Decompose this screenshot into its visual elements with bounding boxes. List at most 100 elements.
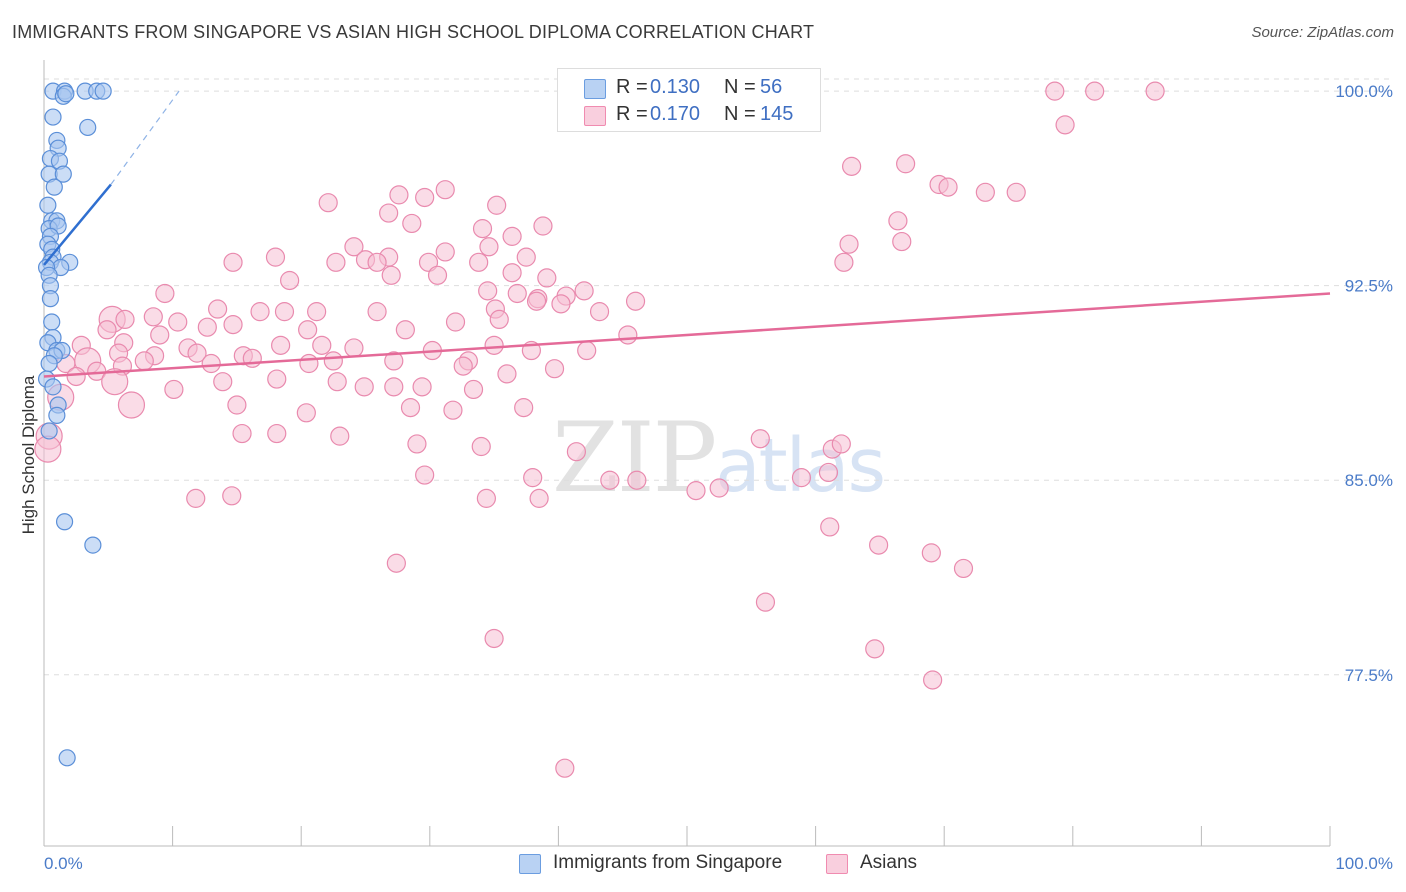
asians-point <box>953 558 974 579</box>
asians-point <box>143 307 163 327</box>
bottom-legend-singapore: Immigrants from Singapore <box>519 851 819 877</box>
legend-row-singapore: R = 0.130 N = 56 <box>558 75 820 101</box>
asians-point <box>755 592 776 612</box>
asians-point <box>555 758 575 778</box>
asians-point <box>164 379 184 400</box>
singapore-point <box>58 749 76 767</box>
axis-layer <box>43 60 1331 847</box>
asians-point <box>379 203 399 223</box>
asians-point <box>842 156 862 176</box>
singapore-point <box>40 422 58 440</box>
singapore-point <box>40 354 58 373</box>
asians-point <box>938 177 958 197</box>
asians-point <box>484 628 504 649</box>
asians-point <box>589 302 610 322</box>
legend-swatch-pink <box>584 106 606 126</box>
asians-point <box>831 434 851 454</box>
asians-point <box>298 320 318 340</box>
stats-legend: R = 0.130 N = 56 R = 0.170 N = 145 <box>557 68 821 132</box>
asians-point <box>975 182 995 202</box>
singapore-point <box>94 82 112 100</box>
asians-point <box>381 265 401 285</box>
asians-point <box>427 265 448 285</box>
asians-point <box>115 309 135 330</box>
asians-point <box>523 468 543 488</box>
asians-point <box>415 187 435 208</box>
asians-point <box>489 309 509 330</box>
asians-point <box>479 237 499 257</box>
asians-point <box>1006 182 1026 202</box>
y-tick-label: 77.5% <box>1345 666 1393 685</box>
asians-point <box>134 351 154 371</box>
asians-point <box>197 317 217 337</box>
singapore-trend-extension <box>110 90 180 185</box>
asians-point <box>267 369 287 389</box>
asians-point <box>402 213 422 234</box>
singapore-point <box>41 290 60 308</box>
asians-point <box>395 320 415 340</box>
asians-point <box>34 435 62 463</box>
asians-point <box>566 442 587 462</box>
asians-point <box>551 294 571 314</box>
asians-point <box>923 670 943 690</box>
chart-title: IMMIGRANTS FROM SINGAPORE VS ASIAN HIGH … <box>12 22 815 42</box>
asians-point <box>502 226 522 246</box>
asians-point <box>750 429 770 449</box>
asians-point <box>330 426 350 446</box>
asians-point <box>208 299 228 319</box>
asians-point <box>507 283 527 304</box>
asians-point <box>472 219 493 239</box>
grid-layer <box>44 78 1392 676</box>
asians-point <box>344 338 364 358</box>
y-tick-label: 85.0% <box>1345 471 1393 490</box>
asians-point <box>223 252 243 272</box>
asians-point <box>600 470 620 490</box>
asians-point <box>463 379 484 400</box>
singapore-point <box>44 108 62 126</box>
asians-point <box>516 247 536 267</box>
asians-point <box>267 423 287 444</box>
asians-point <box>296 403 316 423</box>
asians-point <box>312 335 332 355</box>
asians-point <box>896 154 916 174</box>
asians-point <box>478 281 498 301</box>
asians-point <box>820 517 840 537</box>
bottom-legend-asians: Asians <box>826 851 946 877</box>
singapore-point <box>54 165 72 183</box>
asians-point <box>1085 81 1105 101</box>
singapore-point <box>44 378 62 396</box>
legend-n-value: 56 <box>760 76 783 98</box>
asians-point <box>187 343 207 363</box>
asians-point <box>445 312 466 332</box>
bottom-legend-swatch-blue <box>519 854 541 874</box>
asians-point <box>487 195 507 215</box>
asians-trend-line <box>43 292 1331 378</box>
source-label: Source: ZipAtlas.com <box>1251 24 1394 41</box>
asians-point <box>407 434 427 454</box>
asians-point <box>326 252 346 272</box>
asians-point <box>625 291 646 311</box>
asians-point <box>117 391 146 419</box>
singapore-point <box>43 313 61 331</box>
asians-point <box>529 488 549 508</box>
asians-point <box>618 325 638 345</box>
singapore-points <box>37 82 112 767</box>
asians-point <box>834 252 854 272</box>
tick-labels: 77.5% 85.0% 92.5% 100.0% 0.0% 100.0% High Scho… <box>19 82 1393 873</box>
legend-n-value: 145 <box>760 103 794 125</box>
asians-points <box>34 81 1165 778</box>
asians-point <box>544 359 565 379</box>
asians-point <box>168 312 188 332</box>
asians-point <box>865 639 885 659</box>
asians-point <box>323 351 343 371</box>
legend-row-asians: R = 0.170 N = 145 <box>558 102 820 128</box>
asians-point <box>415 465 435 485</box>
singapore-point <box>55 513 74 531</box>
asians-point <box>412 377 432 397</box>
bottom-legend-label: Immigrants from Singapore <box>553 852 783 873</box>
asians-point <box>497 364 517 384</box>
asians-point <box>526 291 547 311</box>
asians-point <box>274 302 295 322</box>
asians-point <box>213 372 233 392</box>
